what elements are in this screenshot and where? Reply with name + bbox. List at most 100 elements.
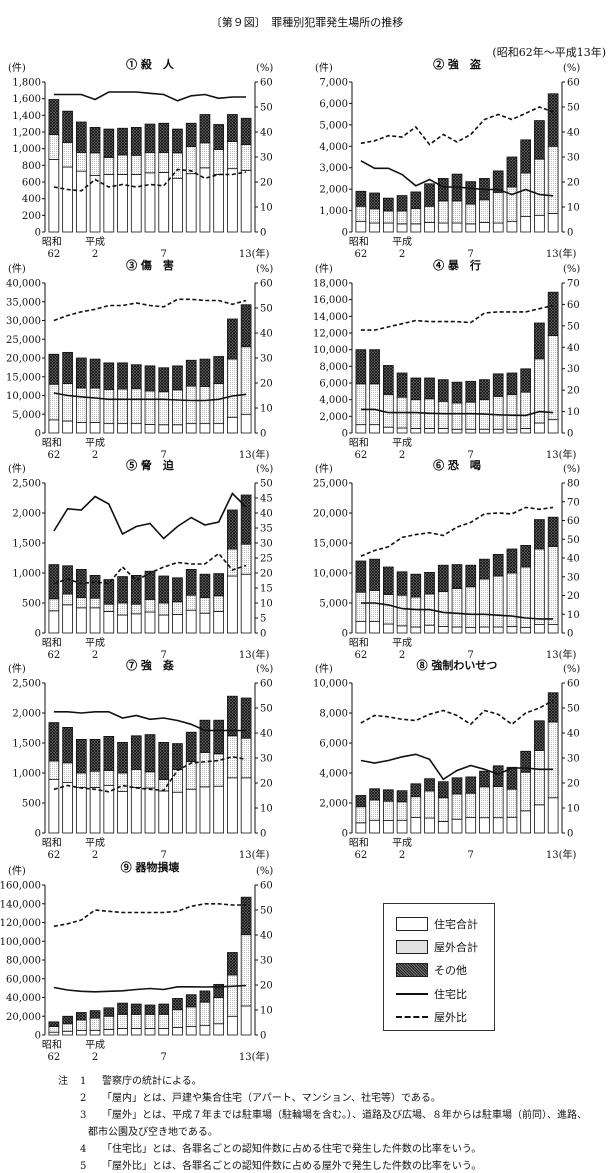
- x-label-era: 平成: [392, 837, 412, 849]
- bar-outdoor: [506, 186, 518, 222]
- bar-outdoor: [396, 594, 408, 627]
- y2-tick-label: 70: [567, 497, 580, 508]
- bar-other: [144, 734, 156, 773]
- bar-outdoor: [48, 134, 60, 160]
- bar-residential: [75, 607, 87, 634]
- bar-residential: [465, 428, 477, 434]
- bar-residential: [534, 422, 545, 434]
- y-tick-label: 4,000: [319, 769, 348, 780]
- y2-tick-label: 10: [260, 1006, 273, 1017]
- y-tick-label: 10,000: [313, 679, 348, 690]
- bar-outdoor: [130, 154, 142, 175]
- y2-tick-label: 20: [260, 178, 273, 189]
- bar-other: [451, 564, 463, 589]
- bar-residential: [185, 1026, 197, 1036]
- y2-tick-label: 60: [567, 679, 580, 690]
- x-label-era: 昭和: [42, 437, 62, 449]
- bar-outdoor: [199, 752, 211, 788]
- residential-swatch: [396, 917, 428, 931]
- bar-outdoor: [240, 346, 252, 415]
- bar-outdoor: [199, 597, 211, 614]
- y2-tick-label: 20: [260, 569, 273, 580]
- bar-outdoor: [355, 205, 367, 222]
- dashed-line-swatch: [396, 1016, 428, 1018]
- y-tick-label: 20,000: [6, 354, 41, 365]
- bar-outdoor: [172, 769, 183, 793]
- y2-tick-label: 35: [260, 524, 273, 535]
- bar-other: [547, 291, 559, 336]
- x-label-year: 2: [92, 249, 98, 260]
- bar-outdoor: [213, 383, 225, 425]
- bar-other: [465, 380, 477, 403]
- bar-residential: [144, 172, 156, 233]
- y2-tick-label: 30: [260, 956, 273, 967]
- bar-outdoor: [369, 208, 380, 224]
- bar-other: [396, 195, 408, 212]
- bar-other: [534, 720, 545, 751]
- y-tick-label: 10,000: [6, 391, 41, 402]
- x-label-year: 7: [468, 650, 474, 661]
- bar-other: [158, 1003, 170, 1015]
- bar-other: [227, 318, 238, 360]
- bar-other: [240, 896, 252, 936]
- x-label-year: 2: [92, 850, 98, 861]
- bar-outdoor: [89, 152, 101, 176]
- y-tick-label: 1,200: [12, 128, 41, 139]
- bar-residential: [89, 786, 101, 834]
- y-tick-label: 8,000: [319, 362, 348, 373]
- y2-tick-label: 40: [567, 729, 580, 740]
- bar-residential: [158, 790, 170, 834]
- bar-residential: [158, 1028, 170, 1036]
- bar-outdoor: [185, 385, 197, 425]
- bar-residential: [424, 428, 435, 434]
- bar-other: [199, 990, 211, 1003]
- bar-residential: [89, 174, 101, 233]
- bar-other: [465, 181, 477, 205]
- bar-outdoor: [103, 389, 115, 425]
- bar-outdoor: [437, 797, 449, 822]
- bar-other: [48, 1021, 60, 1027]
- bar-residential: [355, 424, 367, 434]
- y-tick-label: 600: [22, 178, 41, 189]
- bar-other: [158, 367, 170, 393]
- note-number: 4: [80, 1144, 87, 1155]
- bar-residential: [227, 777, 238, 834]
- chart-title: ⑤ 脅 迫: [126, 458, 175, 472]
- bar-residential: [75, 422, 87, 434]
- y-tick-label: 0: [35, 228, 41, 239]
- bar-residential: [410, 626, 422, 634]
- y2-tick-label: 50: [567, 535, 580, 546]
- y-tick-label: 4,000: [319, 142, 348, 153]
- y-tick-label: 0: [35, 629, 41, 640]
- y-tick-label: 1,600: [12, 94, 41, 105]
- note-text: 「屋外」とは、平成７年までは駐車場（駐輪場を含む。）、道路及び広場、８年からは駐…: [102, 1110, 587, 1121]
- bar-outdoor: [117, 154, 128, 175]
- line-residential-ratio: [53, 711, 247, 732]
- bar-outdoor: [172, 601, 183, 615]
- bar-other: [185, 359, 197, 387]
- bar-outdoor: [144, 771, 156, 789]
- x-label-year: 2: [399, 850, 405, 861]
- bar-outdoor: [144, 598, 156, 613]
- bar-other: [117, 127, 128, 156]
- line-residential-ratio: [53, 492, 247, 540]
- line-residential-ratio: [360, 753, 554, 781]
- bar-residential: [382, 426, 394, 434]
- bar-outdoor: [213, 149, 225, 175]
- bar-other: [355, 795, 367, 808]
- bar-residential: [355, 220, 367, 233]
- x-label-era: 昭和: [349, 637, 369, 649]
- bar-other: [355, 560, 367, 593]
- y-tick-label: 2,000: [319, 412, 348, 423]
- bar-other: [479, 770, 490, 788]
- y-tick-label: 100,000: [0, 937, 41, 948]
- bar-other: [240, 494, 252, 545]
- y2-tick-label: 50: [260, 479, 273, 490]
- bar-outdoor: [75, 772, 87, 788]
- legend-residential-ratio: 住宅比: [396, 986, 467, 1002]
- bar-residential: [465, 223, 477, 233]
- line-residential-ratio: [53, 392, 247, 402]
- note-number: 1: [80, 1076, 87, 1087]
- x-label-era: 昭和: [349, 837, 369, 849]
- y-tick-label: 7,000: [319, 78, 348, 89]
